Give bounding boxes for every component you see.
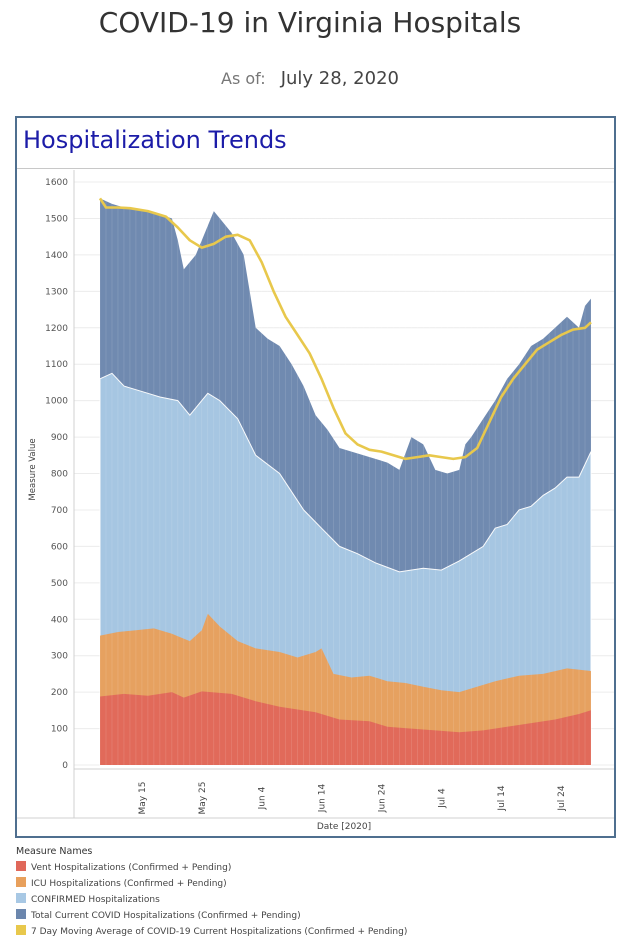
x-tick-label: May 15 [138, 782, 148, 815]
panel-title: Hospitalization Trends [23, 126, 287, 154]
legend-label: 7 Day Moving Average of COVID-19 Current… [31, 927, 408, 937]
legend-swatch [16, 877, 26, 887]
moving-average-line[interactable] [98, 197, 592, 461]
y-tick-label: 200 [51, 688, 68, 698]
legend-swatch [16, 861, 26, 871]
y-tick-label: 400 [51, 615, 68, 625]
hospitalization-area-chart[interactable]: 0 100 200 300 400 500 600 700 800 900 1000 1100 1200… [17, 118, 614, 836]
y-tick-label: 1600 [45, 178, 68, 188]
y-tick-label: 300 [51, 652, 68, 662]
y-tick-label: 1200 [45, 324, 68, 334]
y-tick-label: 0 [62, 761, 68, 771]
x-axis-title: Date [2020] [317, 822, 371, 832]
y-tick-label: 1400 [45, 251, 68, 261]
x-tick-label: Jun 4 [258, 786, 268, 810]
x-tick-label: Jun 14 [318, 784, 328, 814]
y-tick-label: 1500 [45, 214, 68, 224]
legend-item[interactable]: Total Current COVID Hospitalizations (Co… [16, 908, 616, 924]
vent-area[interactable] [100, 691, 591, 765]
legend-label: Vent Hospitalizations (Confirmed + Pendi… [31, 863, 232, 873]
as-of-line: As of: July 28, 2020 [0, 68, 620, 89]
y-tick-label: 600 [51, 542, 68, 552]
legend-swatch [16, 893, 26, 903]
page-title: COVID-19 in Virginia Hospitals [98, 6, 522, 39]
y-tick-label: 1300 [45, 287, 68, 297]
legend-item[interactable]: 7 Day Moving Average of COVID-19 Current… [16, 924, 616, 940]
panel-divider [17, 168, 614, 169]
legend-label: Total Current COVID Hospitalizations (Co… [31, 911, 301, 921]
x-tick-label: Jul 14 [497, 785, 507, 811]
x-tick-label: Jul 24 [557, 785, 567, 811]
as-of-date: July 28, 2020 [280, 68, 399, 89]
y-tick-label: 900 [51, 433, 68, 443]
legend-swatch [16, 925, 26, 935]
legend-item[interactable]: ICU Hospitalizations (Confirmed + Pendin… [16, 876, 616, 892]
as-of-label: As of: [221, 69, 266, 88]
y-tick-label: 800 [51, 470, 68, 480]
legend-swatch [16, 909, 26, 919]
legend-item[interactable]: Vent Hospitalizations (Confirmed + Pendi… [16, 860, 616, 876]
legend-label: ICU Hospitalizations (Confirmed + Pendin… [31, 879, 227, 889]
y-tick-label: 1100 [45, 360, 68, 370]
x-tick-label: Jul 4 [437, 788, 447, 809]
hospitalization-trends-panel: Hospitalization Trends 0 100 200 300 400 500 6… [15, 116, 616, 838]
y-tick-label: 700 [51, 506, 68, 516]
legend-title: Measure Names [16, 846, 93, 857]
legend-label: CONFIRMED Hospitalizations [31, 895, 160, 905]
legend: Measure Names Vent Hospitalizations (Con… [16, 846, 616, 940]
x-tick-label: May 25 [198, 782, 208, 815]
y-tick-label: 100 [51, 725, 68, 735]
x-tick-label: Jun 24 [377, 784, 387, 814]
legend-item[interactable]: CONFIRMED Hospitalizations [16, 892, 616, 908]
y-axis-title: Measure Value [28, 438, 38, 500]
y-tick-label: 1000 [45, 397, 68, 407]
legend-items: Vent Hospitalizations (Confirmed + Pendi… [16, 860, 616, 940]
y-tick-label: 500 [51, 579, 68, 589]
